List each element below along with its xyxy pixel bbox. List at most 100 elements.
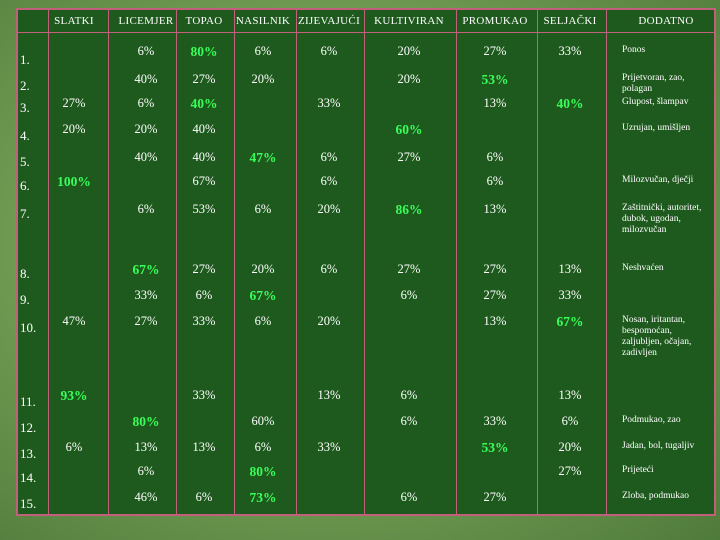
cell-topao: 27%	[192, 262, 216, 276]
cell-nasilnik: 20%	[251, 72, 275, 86]
cell-nasilnik: 6%	[254, 314, 272, 328]
column-header-topao: TOPAO	[185, 15, 223, 27]
note-dodatno: Milozvučan, dječji	[622, 175, 694, 185]
cell-promukao: 13%	[483, 96, 507, 110]
column-divider	[456, 8, 457, 516]
cell-nasilnik: 60%	[251, 414, 275, 428]
cell-topao: 33%	[192, 314, 216, 328]
row-number: 1.	[20, 52, 30, 67]
cell-topao: 33%	[192, 388, 216, 402]
row-number: 11.	[20, 394, 36, 409]
note-dodatno: Ponos	[622, 45, 646, 55]
row-number: 7.	[20, 206, 30, 221]
cell-nasilnik: 73%	[249, 490, 277, 505]
note-dodatno: Prijeteći	[622, 465, 654, 475]
column-divider	[296, 8, 297, 516]
cell-seljacki: 13%	[558, 388, 582, 402]
column-header-slatki: SLATKI	[54, 15, 94, 27]
slide-background	[16, 8, 716, 516]
results-table: SLATKI LICEMJER TOPAO NASILNIK ZIJEVAJUĆI KUL…	[16, 8, 716, 516]
cell-topao: 53%	[192, 202, 216, 216]
cell-topao: 40%	[192, 150, 216, 164]
note-dodatno: Glupost, šlampav	[622, 97, 689, 107]
cell-licemjer: 46%	[134, 490, 158, 504]
cell-slatki: 20%	[62, 122, 86, 136]
note-dodatno: Jadan, bol, tugaljiv	[622, 441, 695, 451]
column-header-nasilnik: NASILNIK	[235, 15, 291, 27]
cell-nasilnik: 67%	[249, 288, 277, 303]
row-number: 15.	[20, 496, 37, 511]
note-dodatno: Uzrujan, umišljen	[622, 123, 691, 133]
cell-kultiviran: 6%	[400, 288, 418, 302]
cell-promukao: 27%	[483, 490, 507, 504]
cell-topao: 40%	[190, 96, 218, 111]
cell-slatki: 47%	[62, 314, 86, 328]
cell-nasilnik: 80%	[249, 464, 277, 479]
note-dodatno: Prijetvoran, zao, polagan	[622, 73, 685, 94]
cell-zijevajuci: 20%	[317, 314, 341, 328]
column-header-dodatno: DODATNO	[638, 15, 694, 27]
cell-topao: 13%	[192, 440, 216, 454]
row-number: 14.	[20, 470, 37, 485]
cell-seljacki: 33%	[558, 44, 582, 58]
row-number: 5.	[20, 154, 30, 169]
cell-promukao: 33%	[483, 414, 507, 428]
cell-licemjer: 67%	[132, 262, 160, 277]
cell-licemjer: 40%	[134, 72, 158, 86]
cell-licemjer: 27%	[134, 314, 158, 328]
cell-kultiviran: 86%	[395, 202, 423, 217]
row-number: 4.	[20, 128, 30, 143]
cell-promukao: 53%	[481, 440, 509, 455]
cell-kultiviran: 6%	[400, 490, 418, 504]
cell-zijevajuci: 6%	[320, 150, 338, 164]
cell-kultiviran: 20%	[397, 72, 421, 86]
cell-licemjer: 33%	[134, 288, 158, 302]
header-divider	[16, 32, 716, 33]
cell-licemjer: 80%	[132, 414, 160, 429]
cell-promukao: 13%	[483, 314, 507, 328]
note-dodatno: Podmukao, zao	[622, 415, 681, 425]
note-dodatno: Zloba, podmukao	[622, 491, 690, 501]
cell-zijevajuci: 33%	[317, 96, 341, 110]
cell-zijevajuci: 20%	[317, 202, 341, 216]
cell-kultiviran: 27%	[397, 262, 421, 276]
cell-topao: 6%	[195, 490, 213, 504]
cell-nasilnik: 20%	[251, 262, 275, 276]
cell-licemjer: 13%	[134, 440, 158, 454]
cell-zijevajuci: 6%	[320, 174, 338, 188]
column-divider	[537, 8, 538, 516]
column-divider	[234, 8, 235, 516]
note-dodatno: Neshvaćen	[622, 263, 664, 273]
row-number: 8.	[20, 266, 30, 281]
column-divider	[108, 8, 109, 516]
column-divider	[176, 8, 177, 516]
cell-seljacki: 6%	[561, 414, 579, 428]
cell-licemjer: 6%	[137, 44, 155, 58]
column-header-kultiviran: KULTIVIRAN	[374, 15, 444, 27]
cell-zijevajuci: 6%	[320, 44, 338, 58]
cell-kultiviran: 6%	[400, 414, 418, 428]
row-number: 10.	[20, 320, 37, 335]
cell-slatki: 100%	[57, 174, 91, 189]
note-dodatno: Zaštitnički, autoritet, dubok, ugodan, m…	[622, 203, 702, 235]
cell-topao: 27%	[192, 72, 216, 86]
cell-nasilnik: 6%	[254, 44, 272, 58]
cell-nasilnik: 6%	[254, 440, 272, 454]
column-header-licemjer: LICEMJER	[118, 15, 174, 27]
row-number: 2.	[20, 78, 30, 93]
cell-zijevajuci: 33%	[317, 440, 341, 454]
cell-licemjer: 6%	[137, 202, 155, 216]
cell-promukao: 6%	[486, 150, 504, 164]
row-number: 12.	[20, 420, 37, 435]
row-number: 9.	[20, 292, 30, 307]
cell-promukao: 13%	[483, 202, 507, 216]
cell-promukao: 27%	[483, 288, 507, 302]
row-number: 13.	[20, 446, 37, 461]
cell-promukao: 27%	[483, 44, 507, 58]
column-divider	[364, 8, 365, 516]
column-divider	[48, 8, 49, 516]
cell-slatki: 27%	[62, 96, 86, 110]
cell-kultiviran: 20%	[397, 44, 421, 58]
cell-nasilnik: 47%	[249, 150, 277, 165]
cell-slatki: 93%	[60, 388, 88, 403]
